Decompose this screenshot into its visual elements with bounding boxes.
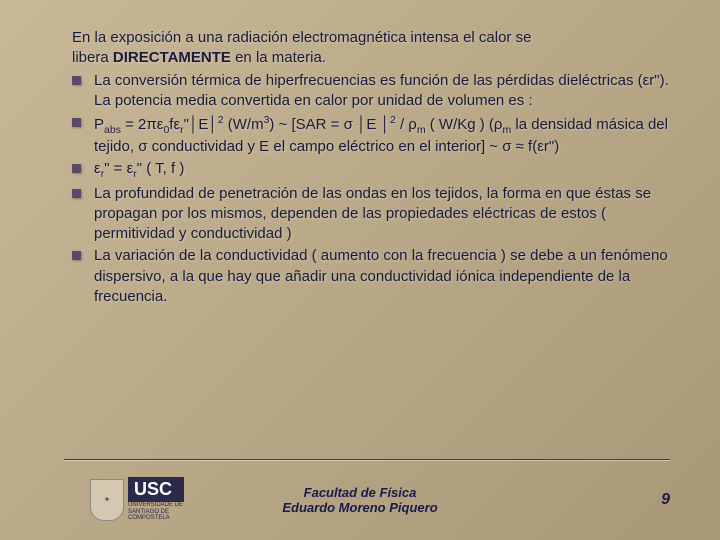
slide-footer: ✦ USC UNIVERSIDADE DE SANTIAGO DE COMPOS…: [0, 477, 720, 522]
list-item: La conversión térmica de hiperfrecuencia…: [90, 71, 670, 112]
footer-row: ✦ USC UNIVERSIDADE DE SANTIAGO DE COMPOS…: [90, 477, 670, 522]
list-item: La profundidad de penetración de las ond…: [90, 184, 670, 245]
slide-body: En la exposición a una radiación electro…: [0, 0, 720, 307]
logo-acronym: USC: [128, 477, 184, 502]
faculty-name: Facultad de Física: [304, 485, 417, 500]
footer-center: Facultad de Física Eduardo Moreno Piquer…: [282, 485, 437, 515]
list-item: Pabs = 2πε0fεr"│E│2 (W/m3) ~ [SAR = σ │E…: [90, 113, 670, 157]
intro-text: En la exposición a una radiación electro…: [72, 28, 670, 69]
intro-emphasis: DIRECTAMENTE: [113, 49, 231, 66]
list-item: La variación de la conductividad ( aumen…: [90, 246, 670, 307]
author-name: Eduardo Moreno Piquero: [282, 500, 437, 515]
intro-line1: En la exposición a una radiación electro…: [72, 29, 531, 46]
logo-text-group: USC UNIVERSIDADE DE SANTIAGO DE COMPOSTE…: [128, 477, 184, 522]
list-item: εr" = εr" ( T, f ): [90, 159, 670, 181]
shield-icon: ✦: [90, 479, 124, 521]
footer-divider: [64, 459, 670, 460]
university-logo: ✦ USC UNIVERSIDADE DE SANTIAGO DE COMPOS…: [90, 477, 184, 522]
intro-line2c: en la materia.: [231, 49, 326, 66]
intro-line2a: libera: [72, 49, 113, 66]
logo-subtitle: UNIVERSIDADE DE SANTIAGO DE COMPOSTELA: [128, 502, 184, 522]
bullet-list: La conversión térmica de hiperfrecuencia…: [72, 71, 670, 308]
page-number: 9: [661, 491, 670, 509]
